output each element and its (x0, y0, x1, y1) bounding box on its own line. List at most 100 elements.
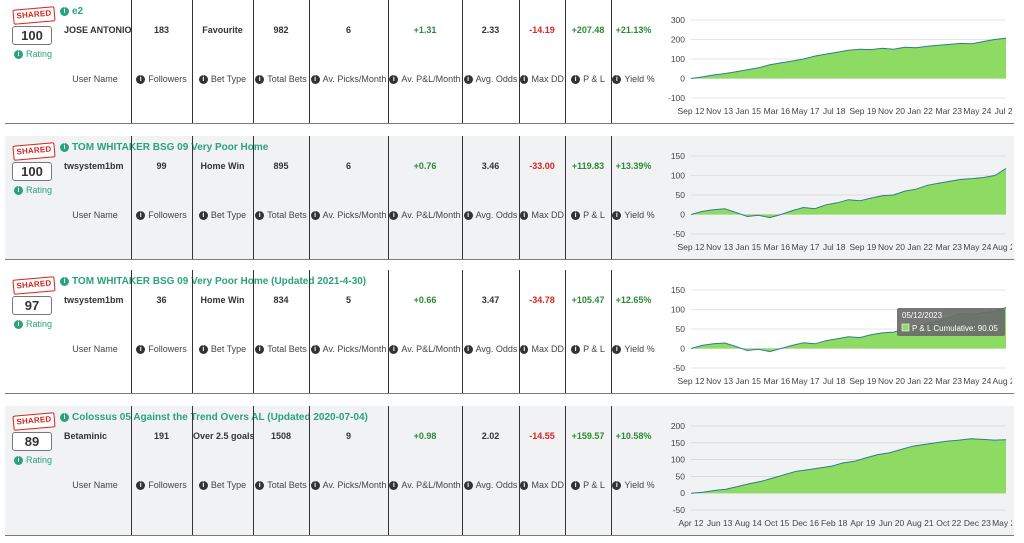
stat-value: +13.39% (615, 161, 652, 171)
stat-value: 2.02 (481, 431, 500, 441)
stat-label: i Av. Picks/Month (310, 74, 387, 84)
info-icon: i (310, 480, 320, 490)
info-icon: i (198, 344, 208, 354)
stat-value: 1508 (270, 431, 292, 441)
system-title-text: e2 (72, 6, 84, 17)
x-tick-label: Jul 18 (823, 106, 846, 116)
stat-label-text: Followers (148, 210, 187, 220)
stat-label-text: User Name (72, 210, 118, 220)
stat-label-text: Followers (148, 344, 187, 354)
stat-label-text: User Name (72, 74, 118, 84)
info-icon: i (198, 74, 208, 84)
info-icon: i (14, 319, 23, 329)
stat-pl: +105.47 i P & L (565, 270, 610, 393)
stat-label: User Name (60, 344, 130, 354)
y-tick-label: 100 (671, 54, 685, 64)
stat-label: i Bet Type (193, 210, 252, 220)
stat-label: i Av. P&L/Month (389, 344, 461, 354)
x-tick-label: Aug 14 (735, 518, 762, 528)
rating-value: 89 (12, 432, 52, 451)
stat-odds: 2.02 i Avg. Odds (462, 406, 518, 535)
x-tick-label: Sep 19 (849, 106, 876, 116)
y-tick-label: 200 (671, 421, 685, 431)
system-card: SHARED i Colossus 05 Against the Trend Ove… (5, 406, 1014, 536)
x-tick-label: Aug 21 (907, 518, 934, 528)
stat-user: twsystem1bm User Name (60, 270, 130, 393)
stat-pl: +207.48 i P & L (565, 0, 610, 123)
stat-label: i Avg. Odds (463, 210, 518, 220)
rating-label: i Rating (14, 319, 52, 329)
stat-label: i Avg. Odds (463, 74, 518, 84)
stat-value: +21.13% (615, 25, 652, 35)
stat-label-text: Av. Picks/Month (322, 210, 387, 220)
stat-value: +0.66 (413, 295, 437, 305)
system-title[interactable]: i TOM WHITAKER BSG 09 Very Poor Home (Upd… (60, 276, 366, 287)
stat-yield: +13.39% i Yield % (611, 136, 655, 259)
info-icon: i (255, 210, 265, 220)
system-title[interactable]: i Colossus 05 Against the Trend Overs AL … (60, 412, 368, 423)
x-tick-label: Oct 22 (936, 518, 961, 528)
stat-value: 834 (273, 295, 289, 305)
x-tick-label: Aug 25 (993, 242, 1012, 252)
stat-label-text: Yield % (624, 480, 655, 490)
info-icon: i (612, 344, 622, 354)
series-line (690, 37, 1007, 79)
stat-label: i Avg. Odds (463, 480, 518, 490)
stat-label-text: User Name (72, 480, 118, 490)
stat-value: +105.47 (571, 295, 605, 305)
stat-value: 36 (156, 295, 167, 305)
stat-bet-type: Favourite i Bet Type (192, 0, 252, 123)
stat-total-bets: 1508 i Total Bets (253, 406, 308, 535)
stat-label-text: Av. Picks/Month (322, 74, 387, 84)
y-tick-label: -50 (673, 229, 686, 239)
stat-label-text: Max DD (531, 480, 564, 490)
stat-value: Home Win (200, 295, 245, 305)
system-title[interactable]: i TOM WHITAKER BSG 09 Very Poor Home (60, 142, 268, 153)
stat-label-text: P & L (583, 480, 605, 490)
stat-label: i Av. P&L/Month (389, 210, 461, 220)
stat-label: i Bet Type (193, 74, 252, 84)
x-tick-label: Jan 15 (736, 242, 762, 252)
system-title-text: TOM WHITAKER BSG 09 Very Poor Home (72, 142, 269, 153)
stat-bet-type: Home Win i Bet Type (192, 136, 252, 259)
x-tick-label: May 17 (792, 106, 820, 116)
info-icon: i (571, 344, 581, 354)
stat-value: -33.00 (529, 161, 555, 171)
stat-maxdd: -14.19 i Max DD (519, 0, 564, 123)
stat-label-text: Yield % (624, 210, 655, 220)
stat-label-text: Av. P&L/Month (401, 480, 461, 490)
info-icon: i (389, 480, 399, 490)
stat-bet-type: Over 2.5 goals i Bet Type (192, 406, 255, 535)
x-tick-label: Mar 16 (764, 242, 791, 252)
stat-value: +1.31 (413, 25, 437, 35)
stat-value: twsystem1bm (64, 295, 124, 305)
y-tick-label: 0 (680, 74, 685, 84)
info-icon: i (463, 74, 473, 84)
stat-label-text: Bet Type (210, 210, 247, 220)
stat-pl: +119.83 i P & L (565, 136, 610, 259)
stat-label: i Av. P&L/Month (389, 480, 461, 490)
info-icon: i (612, 210, 622, 220)
stat-label: i Followers (132, 480, 191, 490)
x-tick-label: Jan 15 (736, 376, 762, 386)
stat-label-text: Av. Picks/Month (322, 344, 387, 354)
shared-badge: SHARED (12, 6, 56, 25)
info-icon: i (198, 210, 208, 220)
y-tick-label: 100 (671, 455, 685, 465)
rating-label: i Rating (14, 455, 52, 465)
stat-value: +10.58% (615, 431, 652, 441)
stat-value: twsystem1bm (64, 161, 124, 171)
info-icon: i (136, 344, 146, 354)
stat-value: 895 (273, 161, 289, 171)
info-icon: i (60, 7, 69, 16)
stat-label-text: Bet Type (210, 74, 247, 84)
system-title[interactable]: i e2 (60, 6, 83, 17)
stat-label-text: Total Bets (267, 480, 307, 490)
info-icon: i (60, 143, 69, 152)
x-tick-label: Nov 13 (706, 242, 733, 252)
stat-value: -34.78 (529, 295, 555, 305)
